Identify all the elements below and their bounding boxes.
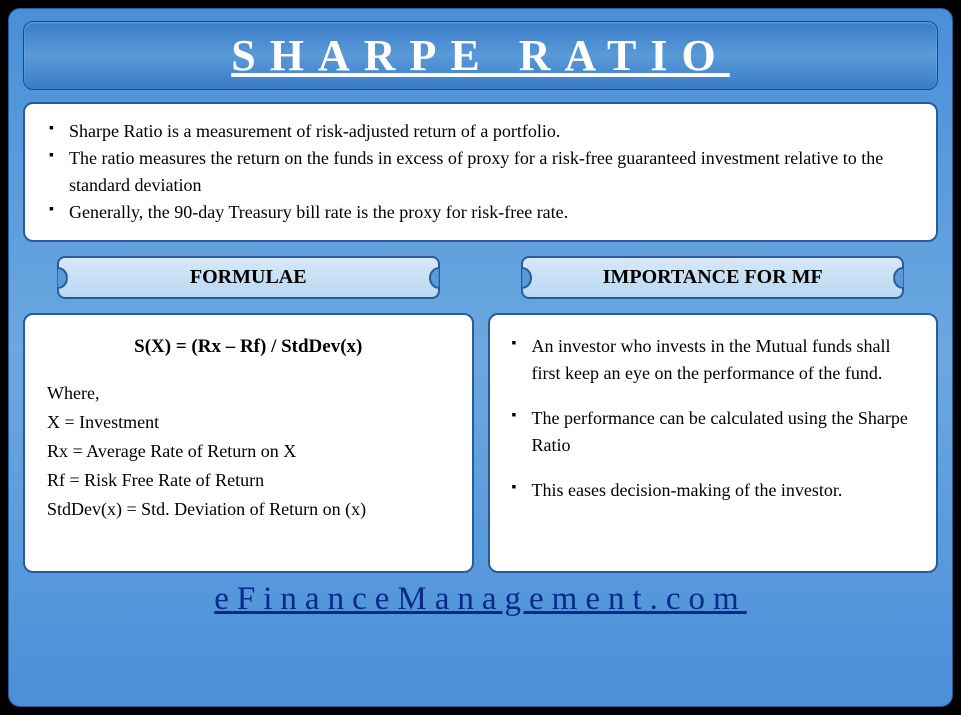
def-line: X = Investment <box>47 409 450 436</box>
importance-item: An investor who invests in the Mutual fu… <box>512 333 915 387</box>
formula-text: S(X) = (Rx – Rf) / StdDev(x) <box>47 333 450 362</box>
footer-text: eFinanceManagement.com <box>214 581 746 617</box>
intro-item: Sharpe Ratio is a measurement of risk-ad… <box>49 118 912 145</box>
infographic-container: SHARPE RATIO Sharpe Ratio is a measureme… <box>8 8 953 707</box>
importance-list: An investor who invests in the Mutual fu… <box>512 333 915 504</box>
intro-list: Sharpe Ratio is a measurement of risk-ad… <box>49 118 912 226</box>
def-line: StdDev(x) = Std. Deviation of Return on … <box>47 496 450 523</box>
footer-link[interactable]: eFinanceManagement.com <box>23 581 938 618</box>
importance-box: An investor who invests in the Mutual fu… <box>488 313 939 573</box>
page-title: SHARPE RATIO <box>44 30 917 81</box>
where-heading: Where, <box>47 380 450 407</box>
formulae-column: FORMULAE S(X) = (Rx – Rf) / StdDev(x) Wh… <box>23 256 474 573</box>
intro-item: The ratio measures the return on the fun… <box>49 145 912 199</box>
columns-row: FORMULAE S(X) = (Rx – Rf) / StdDev(x) Wh… <box>23 256 938 573</box>
where-block: Where, X = Investment Rx = Average Rate … <box>47 380 450 523</box>
title-banner: SHARPE RATIO <box>23 21 938 90</box>
importance-label: IMPORTANCE FOR MF <box>521 256 904 299</box>
intro-box: Sharpe Ratio is a measurement of risk-ad… <box>23 102 938 242</box>
importance-item: The performance can be calculated using … <box>512 405 915 459</box>
def-line: Rx = Average Rate of Return on X <box>47 438 450 465</box>
formulae-label: FORMULAE <box>57 256 440 299</box>
intro-item: Generally, the 90-day Treasury bill rate… <box>49 199 912 226</box>
importance-item: This eases decision-making of the invest… <box>512 477 915 504</box>
importance-column: IMPORTANCE FOR MF An investor who invest… <box>488 256 939 573</box>
def-line: Rf = Risk Free Rate of Return <box>47 467 450 494</box>
formulae-box: S(X) = (Rx – Rf) / StdDev(x) Where, X = … <box>23 313 474 573</box>
